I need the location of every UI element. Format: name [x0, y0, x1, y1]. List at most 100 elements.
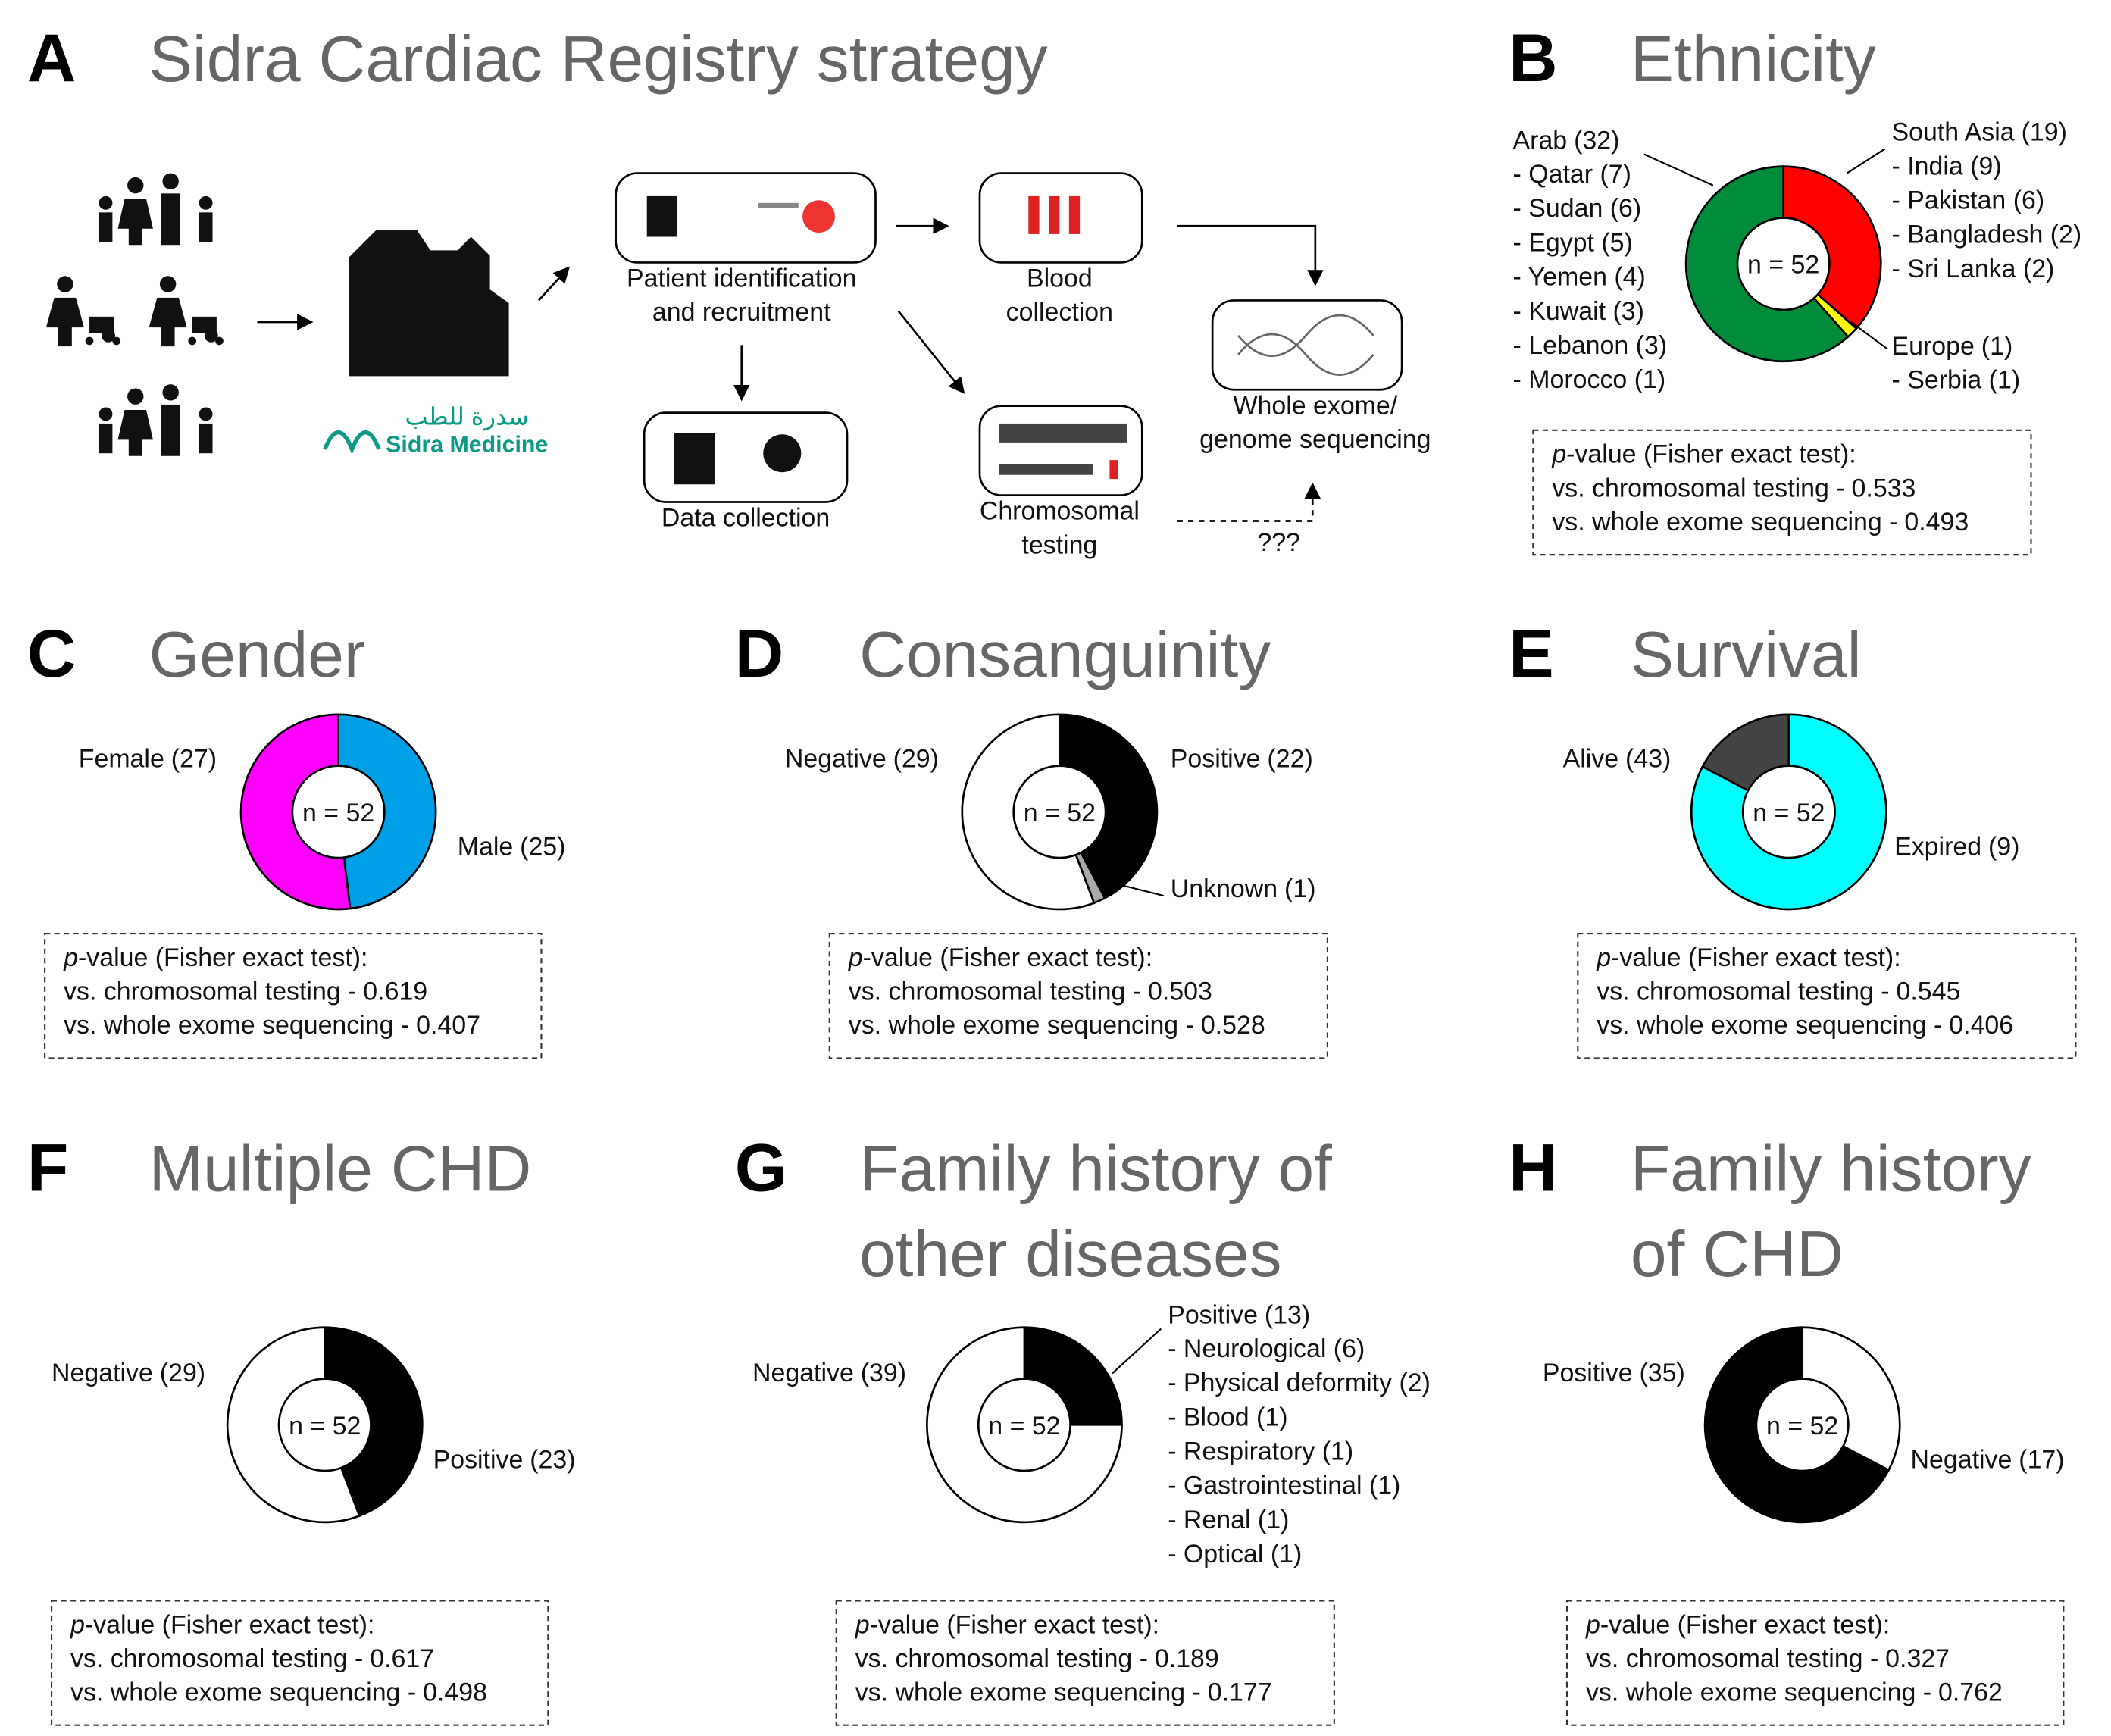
stats-italic: p	[63, 943, 78, 972]
breakdown-item: - Blood (1)	[1168, 1403, 1287, 1431]
slice-name: Positive	[1171, 744, 1261, 773]
slice-label: Unknown (1)	[1171, 874, 1316, 903]
donut-slice	[1059, 713, 1159, 900]
slice-label: Positive (22)	[1171, 744, 1313, 773]
slice-value: (32)	[1574, 126, 1619, 155]
test-value: 0.762	[1938, 1678, 2003, 1707]
slice-label: Positive (23)	[433, 1445, 576, 1474]
stats-line: vs. whole exome sequencing -0.528	[849, 1011, 1265, 1040]
test-label: vs. whole exome sequencing -	[70, 1678, 416, 1707]
slice-value: (27)	[171, 744, 217, 773]
center-label: n = 52	[289, 1412, 361, 1440]
stats-line: vs. chromosomal testing -0.619	[64, 977, 427, 1006]
slice-name: Alive	[1563, 744, 1618, 773]
test-label: vs. whole exome sequencing -	[64, 1011, 409, 1040]
slice-value: (17)	[2019, 1445, 2064, 1474]
stats-box	[44, 933, 543, 1059]
panel-letter: D	[735, 615, 783, 691]
test-label: vs. chromosomal testing -	[1597, 977, 1889, 1006]
node-label: testing	[1021, 530, 1097, 559]
slice-value: (35)	[1639, 1359, 1684, 1387]
breakdown-item: - Physical deformity (2)	[1168, 1368, 1431, 1397]
breakdown-item: - Gastrointestinal (1)	[1168, 1472, 1400, 1500]
test-label: vs. chromosomal testing -	[1586, 1644, 1878, 1673]
test-label: vs. whole exome sequencing -	[1597, 1011, 1942, 1040]
node-label: Whole exome/	[1233, 391, 1397, 420]
panel-letter: A	[27, 20, 76, 95]
slice-name: Male	[458, 833, 514, 862]
donut-slice	[926, 1326, 1123, 1524]
stats-heading-text: -value (Fisher exact test):	[85, 1610, 375, 1639]
panel-letter: B	[1509, 20, 1557, 95]
test-label: vs. chromosomal testing -	[70, 1644, 363, 1673]
slice-label: Expired (9)	[1894, 833, 2019, 862]
stats-heading-text: -value (Fisher exact test):	[863, 943, 1153, 972]
slice-value: (23)	[530, 1445, 575, 1474]
test-label: vs. whole exome sequencing -	[849, 1011, 1194, 1040]
test-label: vs. whole exome sequencing -	[1586, 1678, 1931, 1707]
center-label: n = 52	[1766, 1412, 1838, 1440]
breakdown-item: - Morocco (1)	[1513, 365, 1666, 394]
breakdown-item: - Egypt (5)	[1513, 228, 1633, 257]
breakdown-item: - Pakistan (6)	[1892, 186, 2045, 215]
family-icons	[45, 173, 509, 456]
panel-title: Consanguinity	[859, 618, 1271, 691]
panel-title: Family history of	[859, 1132, 1332, 1205]
slice-label: Europe (1)	[1892, 332, 2013, 361]
breakdown-item: - Renal (1)	[1168, 1506, 1289, 1534]
slice-label: Positive (35)	[1543, 1359, 1685, 1387]
slice-label: Negative (29)	[52, 1359, 205, 1387]
breakdown-item: - Kuwait (3)	[1513, 297, 1644, 326]
slice-name: Arab	[1513, 126, 1568, 155]
node-label: Patient identification	[627, 264, 856, 293]
test-label: vs. chromosomal testing -	[855, 1644, 1148, 1673]
slice-value: (19)	[2022, 118, 2067, 147]
slice-value: (25)	[520, 833, 565, 862]
stats-heading: p-value (Fisher exact test):	[70, 1610, 374, 1639]
slice-name: Europe	[1892, 332, 1975, 361]
slice-value: (29)	[893, 744, 939, 773]
stats-heading-text: -value (Fisher exact test):	[1600, 1610, 1891, 1639]
panel-title: Gender	[149, 618, 366, 691]
slice-label: Negative (39)	[752, 1359, 906, 1387]
slice-label: Alive (43)	[1563, 744, 1672, 773]
stats-line: vs. whole exome sequencing -0.407	[64, 1011, 480, 1040]
center-label: n = 52	[1024, 799, 1096, 827]
donut-slice	[337, 713, 437, 910]
stats-box	[828, 933, 1328, 1059]
test-label: vs. whole exome sequencing -	[855, 1678, 1201, 1707]
logo: Sidra Medicine	[386, 432, 548, 457]
breakdown-item: - India (9)	[1892, 152, 2002, 180]
test-value: 0.617	[370, 1644, 434, 1673]
breakdown-item: - Lebanon (3)	[1513, 331, 1668, 360]
center-label: n = 52	[1753, 799, 1825, 827]
stats-italic: p	[855, 1610, 870, 1639]
donut-slice	[1690, 713, 1887, 911]
slice-label: Negative (17)	[1911, 1445, 2065, 1474]
donut-slice	[226, 1326, 361, 1524]
slice-label: Arab (32)	[1513, 126, 1620, 155]
stats-line: vs. whole exome sequencing -0.177	[855, 1678, 1272, 1707]
stats-line: vs. whole exome sequencing -0.498	[70, 1678, 487, 1707]
test-value: 0.503	[1148, 977, 1212, 1006]
panel-letter: F	[27, 1129, 69, 1205]
stats-italic: p	[1585, 1610, 1600, 1639]
link-label: ???	[1257, 528, 1300, 557]
breakdown-item: - Optical (1)	[1168, 1540, 1302, 1569]
diagram-art	[45, 172, 1403, 522]
test-value: 0.533	[1852, 474, 1916, 502]
breakdown-item: - Qatar (7)	[1513, 160, 1631, 189]
slice-name: Negative	[752, 1359, 854, 1387]
test-value: 0.493	[1904, 508, 1969, 536]
stats-italic: p	[1596, 943, 1611, 972]
donut-slice	[239, 713, 352, 911]
stats-heading: p-value (Fisher exact test):	[63, 943, 367, 972]
stats-line: vs. chromosomal testing -0.503	[849, 977, 1212, 1006]
donut-slice	[1703, 1326, 1891, 1524]
stats-heading: p-value (Fisher exact test):	[1551, 440, 1856, 469]
slice-name: Negative	[52, 1359, 153, 1387]
test-value: 0.545	[1896, 977, 1960, 1006]
stats-italic: p	[70, 1610, 85, 1639]
